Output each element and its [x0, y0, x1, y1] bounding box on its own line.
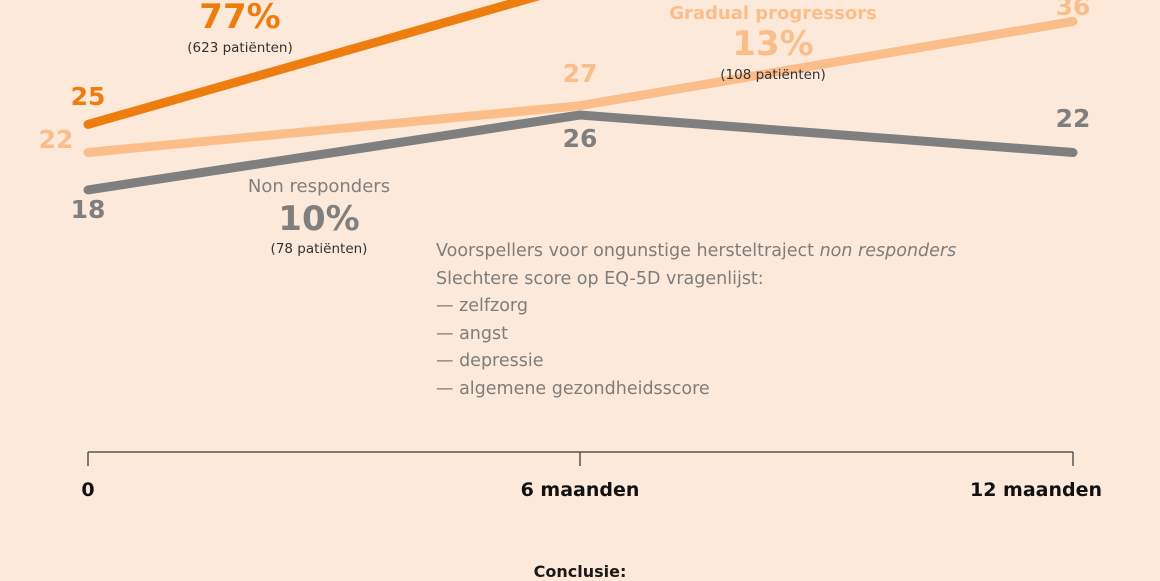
- value-label-gradual-0: 22: [39, 125, 74, 154]
- predictors-subtitle: Slechtere score op EQ-5D vragenlijst:: [436, 268, 764, 289]
- predictor-item: — zelfzorg: [436, 296, 528, 316]
- series-percent-gradual: 13%: [732, 24, 813, 64]
- value-label-gradual-1: 27: [563, 59, 598, 88]
- value-label-gradual-2: 36: [1056, 0, 1091, 21]
- predictor-item: — angst: [436, 323, 508, 344]
- x-tick-label-0: 0: [81, 479, 94, 501]
- series-lines: [83, 0, 1078, 195]
- value-label-nonresp-0: 18: [71, 195, 106, 224]
- predictors-title-italic: non responders: [819, 241, 957, 261]
- series-count-nonresp: (78 patiënten): [271, 241, 368, 257]
- conclusion-heading: Conclusie:: [533, 562, 627, 581]
- predictor-item: — algemene gezondheidsscore: [436, 378, 710, 399]
- series-percent-nonresp: 10%: [278, 199, 359, 239]
- series-line-main: [83, 0, 541, 129]
- value-label-main-0: 25: [71, 82, 106, 111]
- predictors-title: Voorspellers voor ongunstige hersteltraj…: [436, 238, 956, 266]
- predictors-title-plain: Voorspellers voor ongunstige hersteltraj…: [436, 241, 820, 261]
- x-tick-label-1: 6 maanden: [521, 479, 640, 501]
- predictor-item: — depressie: [436, 351, 544, 371]
- predictors-box: Voorspellers voor ongunstige hersteltraj…: [436, 238, 956, 403]
- series-count-main: (623 patiënten): [187, 40, 293, 56]
- value-label-nonresp-1: 26: [563, 124, 598, 153]
- series-name-nonresp: Non responders: [248, 176, 390, 197]
- value-label-nonresp-2: 22: [1056, 104, 1091, 133]
- series-percent-main: 77%: [199, 0, 280, 37]
- series-count-gradual: (108 patiënten): [720, 67, 826, 83]
- series-line-gradual: [83, 16, 1078, 157]
- series-line-nonresp: [83, 110, 1078, 195]
- x-tick-label-2: 12 maanden: [970, 479, 1102, 501]
- series-name-gradual: Gradual progressors: [669, 3, 877, 24]
